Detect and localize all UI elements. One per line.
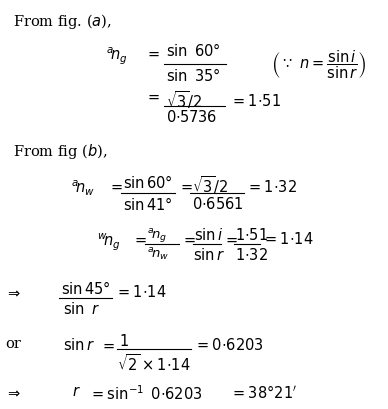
Text: $\sin r$: $\sin r$	[63, 337, 95, 353]
Text: $= 1{\cdot}14$: $= 1{\cdot}14$	[262, 231, 314, 247]
Text: ${}^a\!n_g$: ${}^a\!n_g$	[106, 46, 128, 67]
Text: $1{\cdot}32$: $1{\cdot}32$	[235, 246, 268, 262]
Text: $= 1{\cdot}51$: $= 1{\cdot}51$	[229, 93, 281, 109]
Text: $= \sin^{-1}\ 0{\cdot}6203$: $= \sin^{-1}\ 0{\cdot}6203$	[89, 383, 203, 402]
Text: $\sin\ 35°$: $\sin\ 35°$	[166, 66, 220, 83]
Text: $=$: $=$	[146, 46, 161, 61]
Text: $= 0{\cdot}6203$: $= 0{\cdot}6203$	[194, 337, 264, 353]
Text: ${}^a\!n_w$: ${}^a\!n_w$	[147, 246, 169, 263]
Text: $\sin r$: $\sin r$	[193, 246, 225, 262]
Text: $\sqrt{3}/2$: $\sqrt{3}/2$	[166, 89, 202, 110]
Text: $\sin 60°$: $\sin 60°$	[123, 174, 173, 191]
Text: $=$: $=$	[132, 231, 148, 246]
Text: $=$: $=$	[223, 231, 238, 246]
Text: $r$: $r$	[73, 383, 81, 398]
Text: or: or	[5, 337, 21, 351]
Text: $\sin 41°$: $\sin 41°$	[123, 196, 173, 213]
Text: $\sin\ r$: $\sin\ r$	[63, 300, 100, 316]
Text: $1{\cdot}51$: $1{\cdot}51$	[235, 227, 268, 243]
Text: $=$: $=$	[181, 231, 196, 246]
Text: $1$: $1$	[119, 333, 129, 348]
Text: $=$: $=$	[146, 89, 161, 104]
Text: $=$: $=$	[100, 337, 116, 351]
Text: $0{\cdot}6561$: $0{\cdot}6561$	[192, 196, 244, 211]
Text: $\sqrt{2} \times 1{\cdot}14$: $\sqrt{2} \times 1{\cdot}14$	[116, 352, 190, 373]
Text: $= 1{\cdot}32$: $= 1{\cdot}32$	[246, 178, 298, 194]
Text: $=$: $=$	[108, 178, 123, 193]
Text: $=$: $=$	[178, 178, 193, 193]
Text: $\sin i$: $\sin i$	[194, 227, 223, 243]
Text: ${}^w\!n_g$: ${}^w\!n_g$	[97, 231, 121, 252]
Text: ${}^a\!n_w$: ${}^a\!n_w$	[71, 178, 95, 198]
Text: $\Rightarrow$: $\Rightarrow$	[5, 383, 21, 398]
Text: From fig ($b$),: From fig ($b$),	[12, 142, 107, 160]
Text: $\sin\ 60°$: $\sin\ 60°$	[166, 42, 220, 59]
Text: $\Rightarrow$: $\Rightarrow$	[5, 284, 21, 299]
Text: ${}^a\!n_g$: ${}^a\!n_g$	[147, 227, 167, 245]
Text: $\sqrt{3}/2$: $\sqrt{3}/2$	[192, 174, 228, 196]
Text: $\left(\because\ n = \dfrac{\sin i}{\sin r}\right)$: $\left(\because\ n = \dfrac{\sin i}{\sin…	[271, 48, 366, 81]
Text: $= 38°21'$: $= 38°21'$	[229, 383, 297, 400]
Text: $= 1{\cdot}14$: $= 1{\cdot}14$	[116, 284, 167, 300]
Text: $0{\cdot}5736$: $0{\cdot}5736$	[166, 109, 217, 125]
Text: $\sin 45°$: $\sin 45°$	[61, 280, 111, 297]
Text: From fig. ($a$),: From fig. ($a$),	[12, 11, 111, 31]
